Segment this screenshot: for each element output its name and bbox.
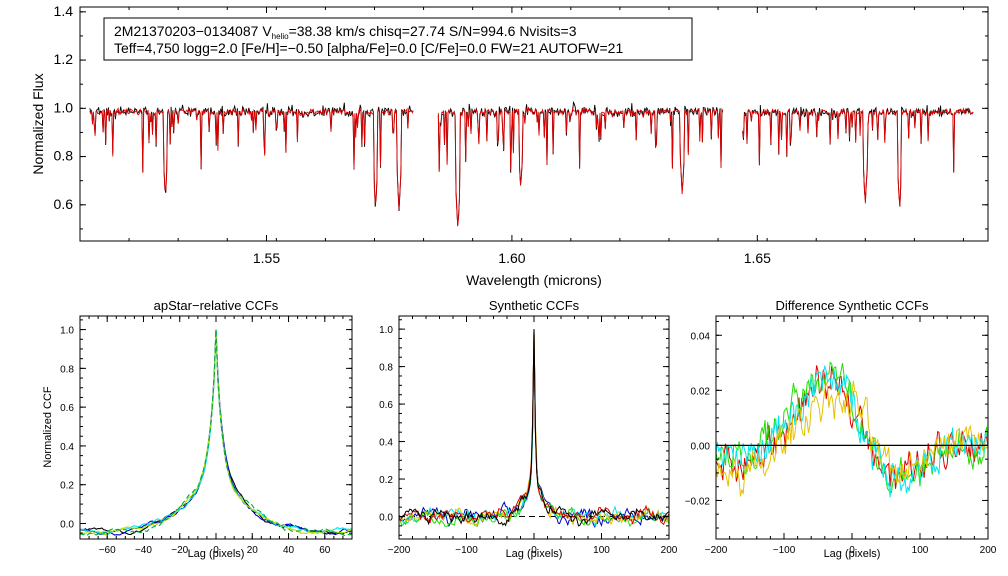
x-tick-label: 0: [531, 545, 537, 556]
fit-stats: =38.38 km/s chisq=27.74 S/N=994.6 Nvisit…: [289, 23, 577, 39]
x-tick-label: 60: [319, 545, 331, 556]
x-tick-label: −20: [171, 545, 188, 556]
y-tick-label: 0.00: [691, 441, 711, 452]
synthetic-ccf-panel: −200 −100 0 100 200 0.0 0.2 0.4 0.6 0.8 1.0 Synthe…: [379, 298, 678, 560]
x-tick-label: 20: [247, 545, 259, 556]
y-tick-label: −0.02: [685, 496, 711, 507]
annotation-box: [103, 17, 693, 61]
x-tick-label: 100: [912, 545, 929, 556]
difference-ccf-series-1: [715, 365, 989, 489]
model-spectrum-chip-3: [742, 107, 974, 207]
synthetic-ccf-title: Synthetic CCFs: [489, 298, 580, 313]
y-tick-label: 1.4: [54, 3, 74, 19]
y-tick-label: 0.4: [60, 442, 74, 453]
model-spectrum-chip-1: [89, 107, 414, 209]
y-tick-label: 0.2: [60, 481, 74, 492]
spectrum-traces: [89, 100, 974, 227]
difference-ccf-series-2: [715, 361, 989, 494]
apstar-ccf-series-2: [79, 329, 353, 536]
x-tick-label: −100: [455, 545, 478, 556]
x-tick-label: −100: [773, 545, 796, 556]
apstar-ccf-traces: [79, 329, 353, 537]
apstar-ccf-series-4: [79, 329, 353, 536]
difference-ccf-series-3: [715, 364, 989, 498]
x-tick-label: 40: [283, 545, 295, 556]
difference-ccf-series-4: [715, 380, 989, 497]
annotation-line2: Teff=4,750 logg=2.0 [Fe/H]=−0.50 [alpha/…: [114, 40, 623, 56]
spectrum-xlabel: Wavelength (microns): [466, 272, 602, 288]
apstar-ccf-title: apStar−relative CCFs: [154, 298, 279, 313]
y-tick-label: 0.8: [54, 148, 74, 164]
y-tick-label: 0.0: [60, 519, 74, 530]
x-tick-label: 200: [661, 545, 678, 556]
difference-ccf-traces: [715, 361, 989, 498]
x-tick-label: 1.55: [253, 250, 280, 266]
y-tick-label: 0.2: [379, 475, 393, 486]
apstar-ccf-series-5: [79, 329, 353, 537]
x-tick-label: 1.60: [498, 250, 525, 266]
x-tick-label: 0: [849, 545, 855, 556]
observed-spectrum-chip-3: [742, 104, 974, 207]
apstar-ccf-panel: −60 −40 −20 0 20 40 60 0.0 0.2 0.4 0.6 0.8 1.0 apSta…: [42, 298, 353, 560]
synthetic-ccf-ticks: −200 −100 0 100 200 0.0 0.2 0.4 0.6 0.8 1.0: [379, 316, 678, 556]
difference-ccf-xlabel: Lag (pixels): [824, 548, 881, 560]
spectrum-panel: 1.55 1.60 1.65 0.6 0.8 1.0 1.2 1.4 2M21370203−0…: [30, 3, 989, 288]
vhelio-symbol: V: [262, 23, 272, 39]
y-tick-label: 0.4: [379, 438, 393, 449]
difference-ccf-panel: −200 −100 0 100 200 −0.02 0.00 0.02 0.04 Differe…: [685, 298, 997, 560]
apstar-ccf-series-1: [79, 329, 353, 536]
y-tick-label: 1.0: [60, 326, 74, 337]
y-tick-label: 1.0: [54, 99, 74, 115]
spectrum-frame: [79, 6, 989, 242]
x-tick-label: −200: [388, 545, 411, 556]
y-tick-label: 0.04: [691, 331, 711, 342]
x-tick-label: −200: [705, 545, 728, 556]
y-tick-label: 0.6: [60, 403, 74, 414]
x-tick-label: −40: [135, 545, 152, 556]
x-tick-label: 100: [593, 545, 610, 556]
apstar-ccf-xlabel: Lag (pixels): [188, 548, 245, 560]
apstar-ccf-ticks: −60 −40 −20 0 20 40 60 0.0 0.2 0.4 0.6 0.8 1.0: [60, 316, 353, 556]
y-tick-label: 0.8: [60, 364, 74, 375]
synthetic-ccf-xlabel: Lag (pixels): [506, 548, 563, 560]
x-tick-label: 200: [980, 545, 997, 556]
apstar-ccf-ylabel: Normalized CCF: [42, 386, 54, 468]
difference-ccf-ticks: −200 −100 0 100 200 −0.02 0.00 0.02 0.04: [685, 316, 997, 556]
y-tick-label: 0.8: [379, 363, 393, 374]
x-tick-label: 0: [213, 545, 219, 556]
vhelio-subscript: helio: [272, 32, 289, 41]
y-tick-label: 0.02: [691, 386, 711, 397]
spectrum-ticks: 1.55 1.60 1.65 0.6 0.8 1.0 1.2 1.4: [54, 3, 988, 266]
y-tick-label: 0.0: [379, 513, 393, 524]
model-spectrum-chip-2: [437, 107, 724, 227]
x-tick-label: −60: [99, 545, 116, 556]
apstar-ccf-series-3: [79, 329, 353, 535]
difference-ccf-title: Difference Synthetic CCFs: [776, 298, 929, 313]
star-id: 2M21370203−0134087: [114, 23, 259, 39]
spectrum-ylabel: Normalized Flux: [30, 73, 46, 174]
synthetic-ccf-traces: [398, 329, 670, 529]
annotation-line1: 2M21370203−0134087 Vhelio=38.38 km/s chi…: [114, 23, 577, 41]
apstar-ccf-frame: [79, 315, 353, 540]
synthetic-ccf-series-6: [398, 329, 670, 527]
y-tick-label: 0.6: [379, 400, 393, 411]
y-tick-label: 1.0: [379, 325, 393, 336]
x-tick-label: 1.65: [744, 250, 771, 266]
y-tick-label: 0.6: [54, 196, 74, 212]
y-tick-label: 1.2: [54, 51, 74, 67]
